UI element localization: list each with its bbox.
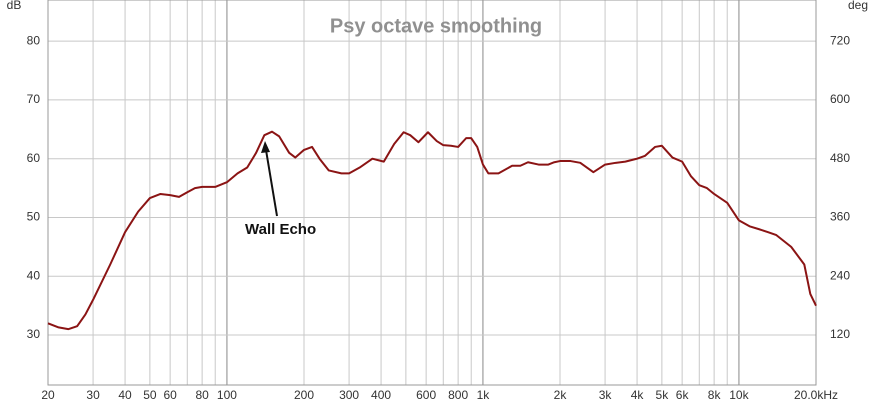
x-tick-label: 200 xyxy=(294,388,314,402)
x-tick-label: 100 xyxy=(217,388,237,402)
x-tick-label: 60 xyxy=(163,388,177,402)
x-tick-label: 4k xyxy=(631,388,645,402)
x-tick-label: 50 xyxy=(143,388,157,402)
x-tick-label: 1k xyxy=(477,388,491,402)
y2-tick-label: 720 xyxy=(830,33,850,47)
x-tick-label: 6k xyxy=(676,388,690,402)
y2-tick-label: 120 xyxy=(830,327,850,341)
x-tick-label: 3k xyxy=(599,388,613,402)
y-tick-label: 40 xyxy=(27,268,41,282)
grid xyxy=(47,0,817,385)
x-tick-label: 400 xyxy=(371,388,391,402)
plot-border xyxy=(47,0,817,386)
annotation: Wall Echo xyxy=(245,221,316,238)
x-tick-label: 20.0kHz xyxy=(794,388,838,402)
series-line xyxy=(47,130,817,331)
y-axis-label: dB xyxy=(7,0,22,12)
y2-tick-label: 360 xyxy=(830,210,850,224)
y-tick-label: 50 xyxy=(27,210,41,224)
x-tick-label: 80 xyxy=(195,388,209,402)
y2-tick-label: 600 xyxy=(830,92,850,106)
x-tick-label: 20 xyxy=(41,388,55,402)
y2-axis-label: deg xyxy=(848,0,868,12)
x-tick-label: 40 xyxy=(118,388,132,402)
arrow xyxy=(265,149,278,217)
x-tick-label: 8k xyxy=(708,388,722,402)
y2-tick-label: 240 xyxy=(830,268,850,282)
y-tick-label: 70 xyxy=(27,92,41,106)
x-tick-label: 30 xyxy=(86,388,100,402)
chart-title: Psy octave smoothing xyxy=(330,15,542,37)
x-tick-label: 300 xyxy=(339,388,359,402)
y-tick-label: 60 xyxy=(27,151,41,165)
x-tick-label: 5k xyxy=(656,388,670,402)
arrow-head xyxy=(261,141,270,153)
x-tick-label: 10k xyxy=(729,388,749,402)
x-tick-label: 2k xyxy=(554,388,568,402)
x-tick-label: 800 xyxy=(448,388,468,402)
y-tick-label: 30 xyxy=(27,327,41,341)
x-tick-label: 600 xyxy=(416,388,436,402)
y2-tick-label: 480 xyxy=(830,151,850,165)
y-tick-label: 80 xyxy=(27,33,41,47)
